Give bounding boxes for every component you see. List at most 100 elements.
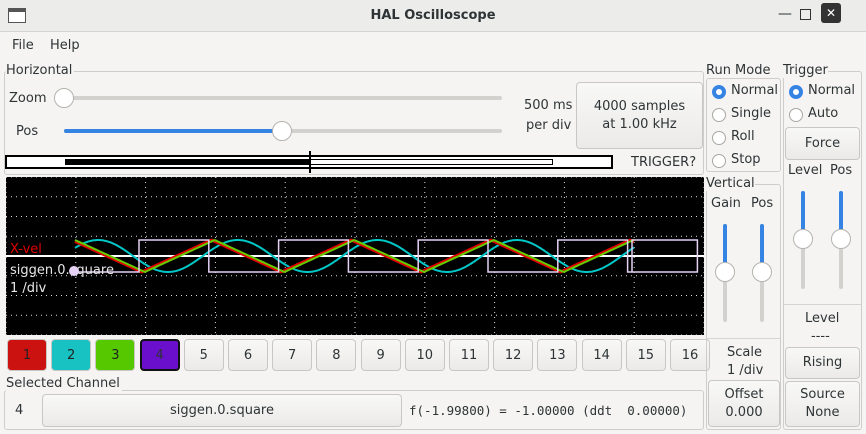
timebase-line2: per div bbox=[526, 118, 572, 133]
trace-channel-2 bbox=[74, 239, 635, 273]
run-mode-radio-stop[interactable] bbox=[712, 154, 726, 168]
channel-label: 3 bbox=[111, 347, 120, 363]
run-mode-radio-roll[interactable] bbox=[712, 131, 726, 145]
trigger-pos-slider-handle[interactable] bbox=[831, 229, 851, 249]
minimize-icon[interactable]: — bbox=[778, 6, 792, 22]
record-overview[interactable] bbox=[5, 151, 613, 173]
channel-button-16[interactable]: 16 bbox=[670, 339, 710, 371]
divider bbox=[784, 304, 861, 305]
record-visible-range bbox=[65, 159, 309, 165]
offset-button[interactable]: Offset 0.000 bbox=[708, 380, 780, 427]
selected-channel-frame bbox=[4, 390, 704, 430]
channel-button-1[interactable]: 1 bbox=[7, 339, 47, 371]
pos-label: Pos bbox=[16, 124, 39, 139]
vertical-pos-slider-handle[interactable] bbox=[752, 262, 772, 282]
selected-channel-title: Selected Channel bbox=[6, 376, 122, 391]
trigger-radio-auto[interactable] bbox=[789, 108, 803, 122]
selected-channel-name: siggen.0.square bbox=[170, 402, 274, 418]
channel-label: 2 bbox=[67, 347, 76, 363]
vertical-pos-slider-fill bbox=[760, 224, 764, 272]
source-value: None bbox=[805, 405, 840, 420]
oscilloscope-plot[interactable] bbox=[6, 177, 704, 335]
trigger-option-label: Auto bbox=[808, 106, 839, 121]
gain-slider-fill bbox=[723, 224, 727, 272]
run-mode-option-label: Roll bbox=[731, 129, 755, 144]
timebase-line1: 500 ms bbox=[524, 98, 573, 113]
trigger-pos-slider-fill bbox=[839, 191, 843, 239]
run-mode-option-label: Normal bbox=[731, 83, 779, 98]
zoom-label: Zoom bbox=[9, 91, 47, 106]
zoom-slider[interactable] bbox=[64, 96, 502, 100]
source-button[interactable]: Source None bbox=[785, 381, 860, 427]
run-mode-option-label: Single bbox=[731, 106, 771, 121]
samples-line2: at 1.00 kHz bbox=[602, 116, 677, 132]
trigger-level-slider-handle[interactable] bbox=[793, 229, 813, 249]
zoom-slider-handle[interactable] bbox=[54, 88, 74, 108]
horizontal-title: Horizontal bbox=[6, 63, 75, 78]
channel-button-13[interactable]: 13 bbox=[537, 339, 578, 371]
channel-button-12[interactable]: 12 bbox=[493, 339, 534, 371]
menu-file[interactable]: File bbox=[12, 38, 34, 53]
channel-label: 14 bbox=[593, 347, 610, 363]
channel-button-5[interactable]: 5 bbox=[183, 339, 224, 371]
app-icon bbox=[8, 8, 26, 23]
trigger-pos-label: Pos bbox=[830, 163, 853, 178]
trigger-option-label: Normal bbox=[808, 83, 856, 98]
channel-label: 6 bbox=[243, 347, 253, 363]
run-mode-radio-normal[interactable] bbox=[712, 85, 726, 99]
window-title: HAL Oscilloscope bbox=[370, 8, 496, 23]
edge-label: Rising bbox=[802, 355, 843, 371]
source-label: Source bbox=[800, 387, 845, 403]
trigger-level-slider-fill bbox=[801, 191, 805, 239]
channel-label: 4 bbox=[155, 347, 164, 363]
run-mode-frame bbox=[706, 78, 781, 172]
channel-button-9[interactable]: 9 bbox=[360, 339, 401, 371]
trigger-marker bbox=[309, 151, 311, 173]
trigger-title: Trigger bbox=[783, 63, 828, 78]
selected-channel-readout: f(-1.99800) = -1.00000 (ddt 0.00000) bbox=[409, 403, 688, 418]
channel-button-4[interactable]: 4 bbox=[139, 339, 180, 371]
channel-label: 1 bbox=[22, 347, 32, 363]
offset-value: 0.000 bbox=[725, 404, 763, 420]
trigger-radio-normal[interactable] bbox=[789, 85, 803, 99]
samples-line1: 4000 samples bbox=[593, 98, 686, 114]
trigger-level-readout: ---- bbox=[811, 329, 830, 344]
horizontal-frame bbox=[4, 71, 704, 175]
channel-button-10[interactable]: 10 bbox=[404, 339, 445, 371]
plot-label-channel-name: X-vel bbox=[10, 242, 42, 257]
channel-button-14[interactable]: 14 bbox=[581, 339, 622, 371]
channel-button-3[interactable]: 3 bbox=[95, 339, 136, 371]
selected-channel-name-button[interactable]: siggen.0.square bbox=[42, 394, 402, 427]
menu-help[interactable]: Help bbox=[50, 38, 80, 53]
channel-label: 5 bbox=[199, 347, 208, 363]
vertical-title: Vertical bbox=[706, 176, 755, 191]
channel-label: 16 bbox=[681, 347, 699, 363]
plot-label-scale: 1 /div bbox=[10, 281, 47, 296]
edge-button[interactable]: Rising bbox=[785, 347, 860, 379]
trigger-level-title: Level bbox=[805, 311, 840, 326]
run-mode-title: Run Mode bbox=[706, 63, 771, 78]
channel-4-marker bbox=[69, 266, 79, 276]
run-mode-radio-single[interactable] bbox=[712, 108, 726, 122]
channel-button-6[interactable]: 6 bbox=[228, 339, 268, 371]
pos-slider-handle[interactable] bbox=[272, 121, 292, 141]
samples-button[interactable]: 4000 samples at 1.00 kHz bbox=[576, 82, 703, 149]
title-bar: HAL Oscilloscope — ✕ bbox=[0, 0, 866, 32]
gain-slider-handle[interactable] bbox=[715, 262, 735, 282]
channel-button-8[interactable]: 8 bbox=[316, 339, 357, 371]
force-label: Force bbox=[804, 135, 841, 151]
channel-label: 11 bbox=[460, 347, 478, 363]
channel-button-11[interactable]: 11 bbox=[449, 339, 489, 371]
trigger-level-label: Level bbox=[788, 163, 823, 178]
trigger-status: TRIGGER? bbox=[631, 155, 697, 170]
force-button[interactable]: Force bbox=[785, 127, 860, 160]
channel-button-7[interactable]: 7 bbox=[272, 339, 313, 371]
close-icon[interactable]: ✕ bbox=[821, 3, 841, 23]
channel-button-15[interactable]: 15 bbox=[625, 339, 666, 371]
selected-channel-number: 4 bbox=[15, 403, 24, 418]
channel-button-2[interactable]: 2 bbox=[51, 339, 92, 371]
trace-channel-1 bbox=[74, 238, 635, 274]
trace-channel-3 bbox=[74, 239, 635, 274]
channel-label: 8 bbox=[332, 347, 341, 363]
maximize-icon[interactable] bbox=[800, 9, 811, 20]
